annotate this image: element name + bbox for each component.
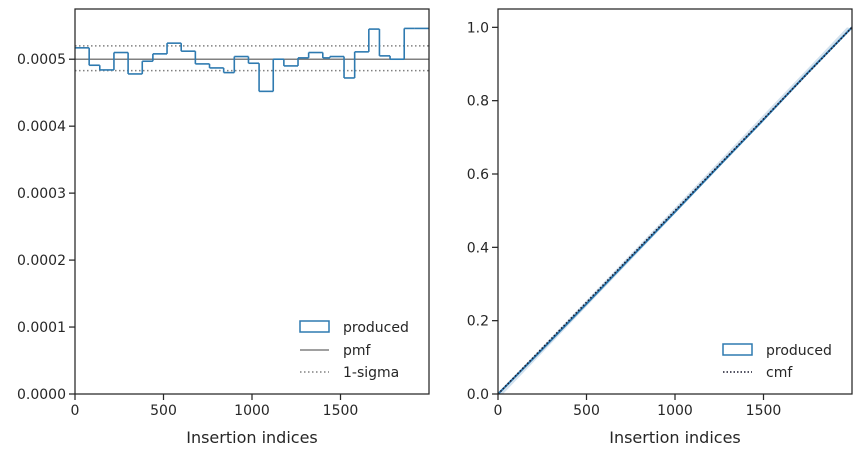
right-y-tick-label: 0.2 — [467, 314, 489, 330]
right-axes-frame — [497, 8, 853, 395]
left-panel: 0 500 1000 1500 0.00000.00010.00020.00030.0… — [17, 8, 430, 447]
right-x-ticks: 0 500 1000 1500 — [494, 394, 782, 419]
legend-sigma-label: 1-sigma — [343, 365, 399, 381]
left-axes-frame — [74, 8, 430, 395]
left-y-tick-label: 0.0002 — [17, 253, 66, 269]
right-x-axis-label: Insertion indices — [609, 428, 741, 447]
left-y-ticks: 0.0000 0.0001 0.0002 0.0003 0.0004 0.0005 — [17, 52, 75, 403]
right-x-tick-label: 0 — [494, 403, 503, 419]
left-histogram — [75, 27, 429, 93]
legend-produced-swatch-right — [722, 343, 753, 356]
right-y-tick-label: 0.0 — [467, 387, 489, 403]
right-cmf-line — [497, 26, 853, 395]
right-y-tick-label: 0.4 — [467, 240, 489, 256]
left-x-axis-label: Insertion indices — [186, 428, 318, 447]
left-x-tick-label: 0 — [71, 403, 80, 419]
right-x-tick-label: 500 — [573, 403, 600, 419]
left-x-tick-label: 1000 — [234, 403, 270, 419]
right-y-tick-label: 0.8 — [467, 94, 489, 110]
right-x-tick-label: 1500 — [746, 403, 782, 419]
right-y-tick-label: 0.6 — [467, 167, 489, 183]
right-panel: 0 500 1000 1500 0.0 0.2 0.4 0.6 0.8 1.0 Insertio… — [467, 8, 853, 447]
left-x-tick-label: 1500 — [323, 403, 359, 419]
legend-produced-label: produced — [343, 320, 409, 336]
cmf-line — [497, 26, 853, 395]
legend-produced-swatch — [299, 320, 330, 333]
left-sigma-lines — [75, 45, 429, 72]
left-y-tick-label: 0.0001 — [17, 320, 66, 336]
legend-pmf-label: pmf — [343, 343, 372, 359]
left-y-tick-label: 0.0000 — [17, 387, 66, 403]
legend-produced-label-right: produced — [766, 343, 832, 359]
left-x-ticks: 0 500 1000 1500 — [71, 394, 359, 419]
legend-cmf-label: cmf — [766, 365, 793, 381]
right-legend: produced cmf — [722, 343, 832, 381]
left-legend: produced pmf 1-sigma — [299, 320, 409, 381]
left-y-tick-label: 0.0003 — [17, 186, 66, 202]
left-x-tick-label: 500 — [150, 403, 177, 419]
right-y-ticks: 0.0 0.2 0.4 0.6 0.8 1.0 — [467, 20, 498, 403]
right-x-tick-label: 1000 — [657, 403, 693, 419]
left-y-tick-label: 0.0004 — [17, 119, 66, 135]
right-y-tick-label: 1.0 — [467, 20, 489, 36]
left-y-tick-label: 0.0005 — [17, 52, 66, 68]
